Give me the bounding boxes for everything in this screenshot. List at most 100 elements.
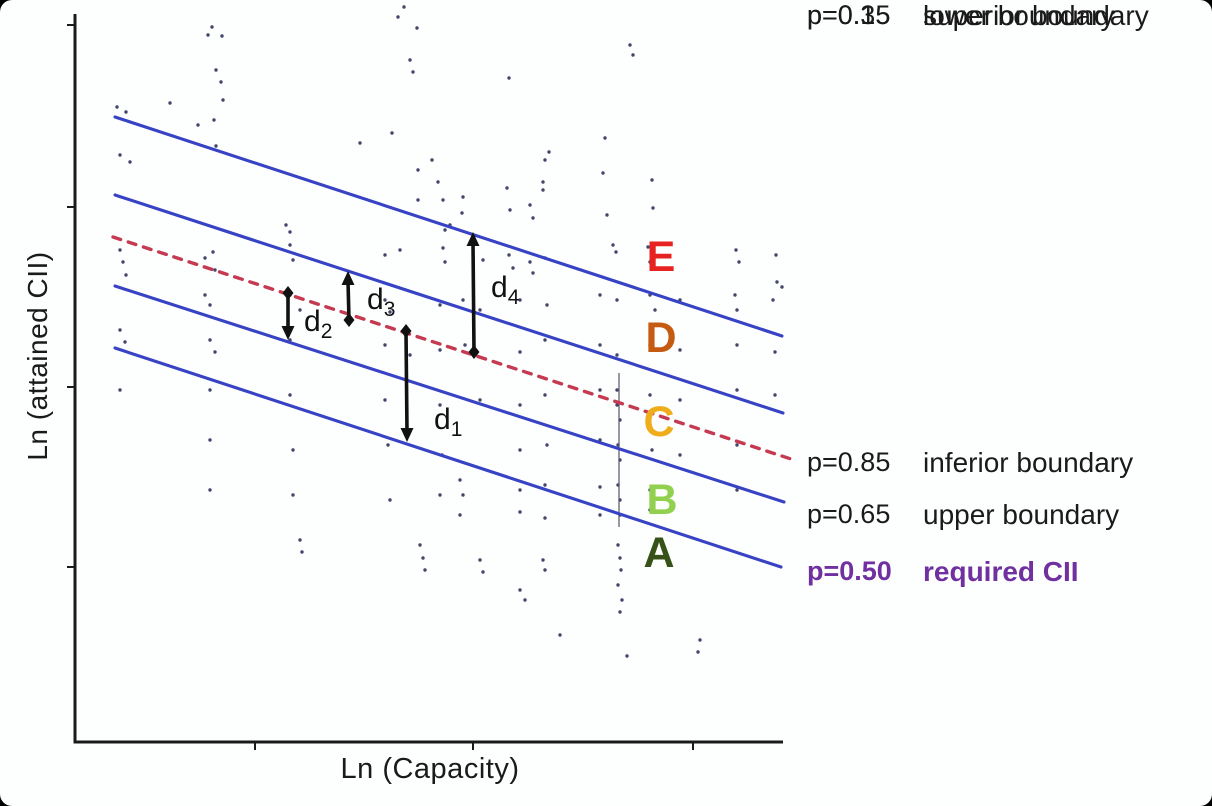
scatter-point xyxy=(124,110,128,114)
scatter-point xyxy=(208,488,212,492)
scatter-point xyxy=(443,228,447,232)
scatter-point xyxy=(598,513,602,517)
scatter-point xyxy=(118,328,122,332)
scatter-point xyxy=(611,243,615,247)
scatter-point xyxy=(518,488,522,492)
scatter-point xyxy=(478,308,482,312)
scatter-point xyxy=(518,403,522,407)
scatter-point xyxy=(547,150,551,154)
scatter-point xyxy=(646,245,650,249)
boundary-line-p0.85 xyxy=(113,115,784,338)
scatter-point xyxy=(543,483,547,487)
scatter-point xyxy=(478,558,482,562)
scatter-point xyxy=(388,310,392,314)
scatter-point xyxy=(458,478,462,482)
scatter-point xyxy=(461,493,465,497)
scatter-point xyxy=(458,513,462,517)
axes-frame xyxy=(73,14,783,744)
legend-row-lower: p=0.35 lower boundary xyxy=(0,0,1212,36)
scatter-point xyxy=(648,393,652,397)
scatter-point xyxy=(383,343,387,347)
boundary-line-p0.35 xyxy=(113,284,786,504)
legend-description: required CII xyxy=(923,556,1079,587)
scatter-point xyxy=(208,438,212,442)
scatter-point xyxy=(615,353,619,357)
scatter-point xyxy=(558,633,562,637)
scatter-point xyxy=(115,105,119,109)
scatter-point xyxy=(443,260,447,264)
arrow-shaft-d3 xyxy=(346,280,351,321)
scatter-point xyxy=(735,343,739,347)
scatter-point xyxy=(203,293,207,297)
scatter-point xyxy=(386,443,390,447)
scatter-point xyxy=(735,308,739,312)
scatter-point xyxy=(168,101,172,105)
scatter-point xyxy=(213,350,217,354)
scatter-point xyxy=(124,273,128,277)
scatter-point xyxy=(383,253,387,257)
scatter-point xyxy=(421,556,425,560)
scatter-point xyxy=(383,298,387,302)
scatter-point xyxy=(441,198,445,202)
legend-description: inferior boundary xyxy=(923,447,1134,478)
scatter-point xyxy=(773,350,777,354)
scatter-point xyxy=(461,195,465,199)
scatter-point xyxy=(210,25,214,29)
scatter-point xyxy=(203,256,207,260)
scatter-point xyxy=(220,34,224,38)
scatter-point xyxy=(408,58,412,62)
scatter-point xyxy=(774,253,778,257)
scatter-point xyxy=(398,248,402,252)
scatter-point xyxy=(291,493,295,497)
scatter-point xyxy=(418,543,422,547)
scatter-point xyxy=(461,298,465,302)
scatter-point xyxy=(288,230,292,234)
rating-band-letter-A: A xyxy=(643,529,674,577)
scatter-point xyxy=(651,206,655,210)
scatter-point xyxy=(620,598,624,602)
scatter-point xyxy=(212,118,216,122)
scatter-point xyxy=(118,388,122,392)
scatter-point xyxy=(698,638,702,642)
scatter-point xyxy=(284,223,288,227)
scatter-point xyxy=(650,448,654,452)
scatter-point xyxy=(214,144,218,148)
scatter-point xyxy=(508,208,512,212)
scatter-point xyxy=(650,178,654,182)
scatter-point xyxy=(735,488,739,492)
scatter-point xyxy=(733,293,737,297)
scatter-point xyxy=(208,388,212,392)
y-axis-label: Ln (attained CII) xyxy=(22,251,53,461)
scatter-point xyxy=(528,203,532,207)
scatter-point xyxy=(511,266,515,270)
scatter-point xyxy=(518,298,522,302)
scatter-point xyxy=(430,158,434,162)
scatter-point xyxy=(288,393,292,397)
scatter-point xyxy=(619,568,623,572)
scatter-point xyxy=(208,303,212,307)
scatter-point xyxy=(118,248,122,252)
arrow-label-d3: d3 xyxy=(367,283,395,321)
scatter-point xyxy=(214,68,218,72)
scatter-point xyxy=(390,131,394,135)
scatter-point xyxy=(416,198,420,202)
scatter-point xyxy=(118,153,122,157)
scatter-point xyxy=(438,493,442,497)
scatter-point xyxy=(123,340,127,344)
scatter-point xyxy=(438,403,442,407)
scatter-point xyxy=(507,76,511,80)
scatter-point xyxy=(616,583,620,587)
scatter-point xyxy=(615,298,619,302)
scatter-point xyxy=(478,398,482,402)
scatter-point xyxy=(518,588,522,592)
arrow-shaft-d1 xyxy=(404,330,409,433)
scatter-point xyxy=(416,168,420,172)
scatter-point xyxy=(531,271,535,275)
legend-p-value: p=0.15 xyxy=(807,0,891,30)
scatter-point xyxy=(436,180,440,184)
scatter-point xyxy=(523,598,527,602)
scatter-point xyxy=(614,250,618,254)
scatter-point xyxy=(543,338,547,342)
legend-p-value: p=0.65 xyxy=(807,499,891,529)
